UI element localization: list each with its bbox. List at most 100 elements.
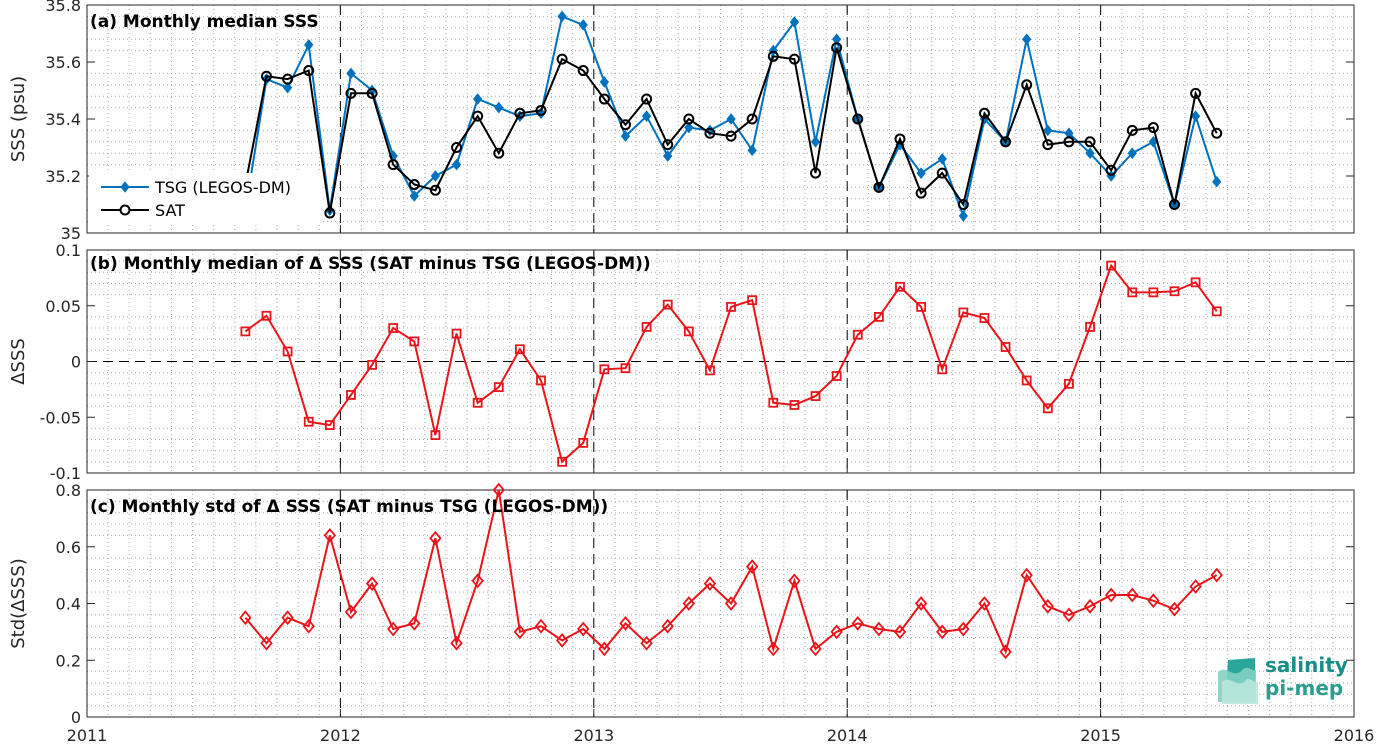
data-point-circle bbox=[915, 187, 927, 199]
logo-wave-icon bbox=[1218, 658, 1258, 704]
y-tick-label: 0.4 bbox=[56, 595, 81, 614]
data-point-diamond bbox=[473, 93, 483, 105]
data-point-square bbox=[683, 326, 694, 337]
data-point-square bbox=[1106, 260, 1117, 271]
legend-label: SAT bbox=[155, 201, 185, 220]
data-point-diamond bbox=[1104, 587, 1118, 603]
data-point-circle bbox=[619, 119, 631, 131]
data-point-diamond bbox=[492, 482, 505, 498]
data-point-circle bbox=[1126, 124, 1138, 136]
data-point-square bbox=[1085, 322, 1095, 332]
data-point-circle bbox=[514, 107, 526, 119]
data-point-square bbox=[282, 346, 293, 357]
data-point-square bbox=[1127, 287, 1138, 298]
data-point-circle bbox=[978, 107, 990, 119]
data-point-diamond bbox=[578, 19, 588, 31]
data-point-square bbox=[1211, 306, 1222, 317]
data-point-circle bbox=[303, 65, 315, 77]
data-point-diamond bbox=[1212, 175, 1222, 188]
data-point-diamond bbox=[893, 624, 907, 640]
data-point-diamond bbox=[1126, 587, 1139, 603]
data-point-diamond bbox=[304, 39, 314, 51]
data-point-diamond bbox=[851, 615, 864, 631]
data-point-diamond bbox=[682, 596, 695, 611]
data-point-square bbox=[409, 336, 420, 347]
data-point-square bbox=[261, 310, 272, 321]
data-point-square bbox=[599, 364, 610, 375]
data-point-square bbox=[789, 400, 800, 410]
data-point-diamond bbox=[555, 632, 569, 648]
data-point-square bbox=[1064, 378, 1074, 389]
data-point-diamond bbox=[978, 596, 991, 611]
data-point-square bbox=[578, 437, 589, 448]
data-point-diamond bbox=[957, 621, 970, 637]
data-point-circle bbox=[1105, 164, 1117, 176]
data-point-circle bbox=[873, 181, 885, 193]
legend: TSG (LEGOS-DM) SAT bbox=[89, 173, 321, 225]
data-point-square bbox=[1190, 277, 1201, 288]
data-point-square bbox=[1169, 286, 1180, 297]
data-point-square bbox=[916, 301, 927, 312]
data-point-diamond bbox=[726, 113, 736, 125]
data-point-diamond bbox=[599, 76, 609, 88]
data-point-circle bbox=[1042, 139, 1054, 151]
series-line bbox=[244, 489, 1218, 655]
data-point-circle bbox=[324, 207, 336, 219]
data-point-circle bbox=[1190, 87, 1202, 99]
data-point-square bbox=[852, 329, 863, 340]
data-point-circle bbox=[894, 133, 906, 145]
data-point-diamond bbox=[809, 641, 822, 657]
data-point-diamond bbox=[999, 644, 1012, 660]
data-point-circle bbox=[535, 104, 547, 116]
panel-title: (a) Monthly median SSS bbox=[90, 12, 319, 32]
data-point-diamond bbox=[684, 121, 694, 134]
y-tick-label: 0.2 bbox=[56, 651, 81, 670]
data-point-square bbox=[557, 456, 568, 467]
y-axis-label: ΔSSS bbox=[8, 338, 29, 385]
y-axis-label: Std(ΔSSS) bbox=[8, 558, 29, 649]
data-point-diamond bbox=[767, 641, 780, 657]
data-point-diamond bbox=[1127, 147, 1137, 160]
panel-title: (c) Monthly std of Δ SSS (SAT minus TSG … bbox=[90, 497, 608, 517]
data-point-circle bbox=[936, 167, 948, 179]
panel-title: (b) Monthly median of Δ SSS (SAT minus T… bbox=[90, 254, 651, 274]
x-tick-label: 2012 bbox=[320, 726, 361, 745]
data-point-square bbox=[1042, 403, 1053, 414]
data-point-diamond bbox=[346, 67, 356, 80]
panel-c-std-delta-sss: 0 0.2 0.4 0.6 0.8 2011 2012 2013 2014 2015 2016 Std… bbox=[8, 481, 1374, 745]
x-tick-label: 2014 bbox=[827, 726, 868, 745]
legend-marker-circle bbox=[119, 204, 131, 216]
y-tick-label: 0.05 bbox=[45, 297, 81, 316]
data-point-square bbox=[620, 363, 631, 374]
y-tick-label: 35 bbox=[61, 224, 81, 243]
data-point-square bbox=[810, 391, 821, 401]
data-point-circle bbox=[1084, 136, 1096, 148]
data-point-diamond bbox=[619, 615, 632, 631]
y-axis-label: SSS (psu) bbox=[8, 76, 29, 162]
data-point-diamond bbox=[387, 621, 400, 637]
data-point-square bbox=[514, 344, 525, 355]
data-point-diamond bbox=[810, 135, 821, 148]
data-point-circle bbox=[767, 50, 779, 62]
y-tick-label: 0.8 bbox=[56, 481, 81, 500]
data-point-square bbox=[1000, 342, 1011, 352]
data-point-circle bbox=[556, 53, 568, 65]
data-point-square bbox=[768, 397, 779, 408]
data-point-circle bbox=[831, 42, 843, 54]
data-point-square bbox=[536, 375, 546, 386]
logo-text-salinity: salinity bbox=[1265, 653, 1348, 677]
data-point-diamond bbox=[830, 624, 843, 640]
data-point-diamond bbox=[1210, 567, 1223, 583]
salinity-pi-mep-logo: salinity pi-mep bbox=[1218, 653, 1348, 704]
data-point-square bbox=[705, 365, 715, 376]
data-point-diamond bbox=[1062, 607, 1076, 623]
data-point-diamond bbox=[916, 167, 926, 179]
data-point-diamond bbox=[1147, 593, 1160, 609]
panel-b-delta-sss: -0.1 -0.05 0 0.05 0.1 ΔSSS (b) Monthly median … bbox=[8, 241, 1355, 483]
data-point-circle bbox=[788, 53, 800, 65]
data-point-diamond bbox=[365, 576, 379, 592]
data-point-circle bbox=[493, 147, 505, 159]
data-point-circle bbox=[810, 167, 822, 179]
data-point-circle bbox=[577, 65, 589, 77]
data-point-circle bbox=[260, 70, 272, 82]
